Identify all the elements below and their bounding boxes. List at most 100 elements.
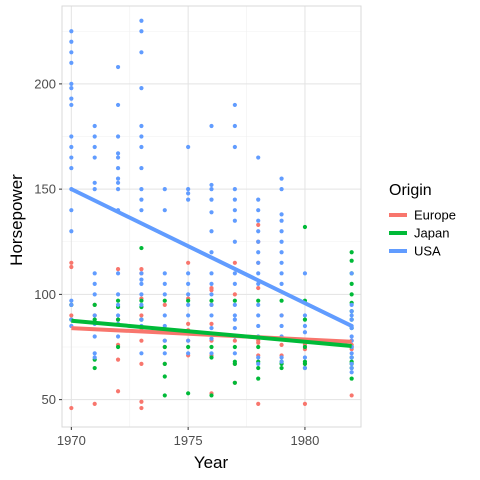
data-point-usa — [186, 191, 191, 196]
data-point-usa — [279, 260, 284, 265]
data-point-usa — [349, 313, 354, 318]
data-point-japan — [232, 380, 237, 385]
trend-line-usa — [70, 187, 353, 328]
data-point-usa — [92, 355, 97, 360]
data-point-usa — [256, 355, 261, 360]
data-point-usa — [92, 187, 97, 192]
data-point-usa — [209, 292, 214, 297]
data-point-usa — [186, 302, 191, 308]
data-point-usa — [232, 187, 237, 192]
data-point-europe — [69, 405, 74, 411]
data-point-japan — [349, 376, 354, 381]
data-point-usa — [69, 155, 74, 160]
data-point-usa — [69, 229, 74, 234]
data-point-usa — [256, 250, 261, 255]
data-point-europe — [92, 401, 97, 406]
data-point-japan — [209, 298, 214, 303]
data-point-usa — [232, 313, 237, 318]
x-axis-ticks: 1970 1975 1980 — [57, 427, 319, 448]
data-point-usa — [349, 355, 354, 360]
data-point-usa — [232, 123, 237, 129]
data-point-usa — [139, 165, 144, 171]
data-point-usa — [162, 323, 167, 329]
trend-lines — [70, 187, 353, 348]
data-point-usa — [349, 365, 354, 371]
data-point-europe — [186, 260, 191, 265]
data-point-japan — [186, 391, 191, 396]
data-point-europe — [115, 357, 121, 362]
data-point-usa — [349, 361, 354, 366]
data-point-usa — [349, 317, 354, 322]
data-point-usa — [69, 298, 74, 303]
data-point-europe — [256, 285, 261, 291]
data-point-usa — [349, 334, 354, 339]
data-point-usa — [279, 250, 284, 255]
data-point-europe — [162, 302, 167, 308]
data-point-usa — [69, 165, 74, 171]
data-point-usa — [92, 281, 97, 286]
y-tick-label: 200 — [34, 76, 56, 91]
data-point-japan — [162, 344, 167, 350]
data-point-usa — [279, 281, 284, 286]
data-point-japan — [186, 344, 191, 350]
data-point-usa — [139, 351, 144, 356]
legend-label-europe: Europe — [414, 208, 456, 223]
y-axis-ticks: 50 100 150 200 — [34, 76, 62, 407]
data-point-usa — [115, 292, 121, 297]
data-point-europe — [302, 401, 308, 406]
data-point-usa — [162, 281, 167, 286]
data-point-usa — [69, 85, 74, 91]
data-point-usa — [279, 176, 284, 181]
data-point-usa — [162, 271, 167, 276]
data-point-usa — [256, 260, 261, 265]
data-point-usa — [232, 271, 237, 276]
data-point-usa — [139, 29, 144, 34]
data-point-usa — [139, 187, 144, 192]
y-tick-label: 100 — [34, 287, 56, 302]
data-point-usa — [69, 81, 74, 86]
data-point-japan — [256, 344, 261, 350]
data-point-usa — [115, 151, 121, 156]
data-point-usa — [69, 60, 74, 65]
data-point-usa — [92, 334, 97, 339]
data-point-japan — [162, 393, 167, 398]
data-point-usa — [139, 317, 144, 322]
data-point-usa — [69, 102, 74, 108]
data-point-usa — [69, 134, 74, 139]
data-point-usa — [115, 176, 121, 181]
data-point-usa — [186, 351, 191, 356]
data-point-usa — [69, 96, 74, 101]
data-point-usa — [279, 239, 284, 244]
data-point-japan — [279, 298, 284, 303]
data-point-usa — [232, 325, 237, 331]
data-point-usa — [139, 134, 144, 139]
data-point-usa — [256, 313, 261, 318]
data-point-japan — [115, 298, 121, 303]
data-point-usa — [232, 351, 237, 356]
data-point-usa — [92, 123, 97, 129]
data-point-usa — [139, 271, 144, 276]
data-point-usa — [139, 292, 144, 297]
data-point-usa — [69, 302, 74, 308]
data-point-usa — [279, 271, 284, 276]
data-point-japan — [232, 298, 237, 303]
data-point-usa — [209, 182, 214, 188]
data-point-japan — [92, 365, 97, 371]
data-point-usa — [279, 313, 284, 318]
data-point-japan — [232, 359, 237, 364]
data-point-europe — [279, 342, 284, 348]
data-point-japan — [302, 317, 308, 322]
data-point-usa — [139, 208, 144, 213]
data-point-japan — [115, 344, 121, 350]
x-tick-label: 1980 — [290, 433, 319, 448]
data-point-japan — [92, 302, 97, 308]
data-point-japan — [256, 365, 261, 371]
data-point-usa — [139, 85, 144, 91]
data-point-japan — [209, 355, 214, 360]
data-point-usa — [92, 313, 97, 318]
data-point-europe — [139, 399, 144, 404]
data-point-usa — [349, 309, 354, 314]
data-point-europe — [349, 393, 354, 398]
data-point-usa — [92, 134, 97, 139]
data-point-usa — [139, 144, 144, 150]
